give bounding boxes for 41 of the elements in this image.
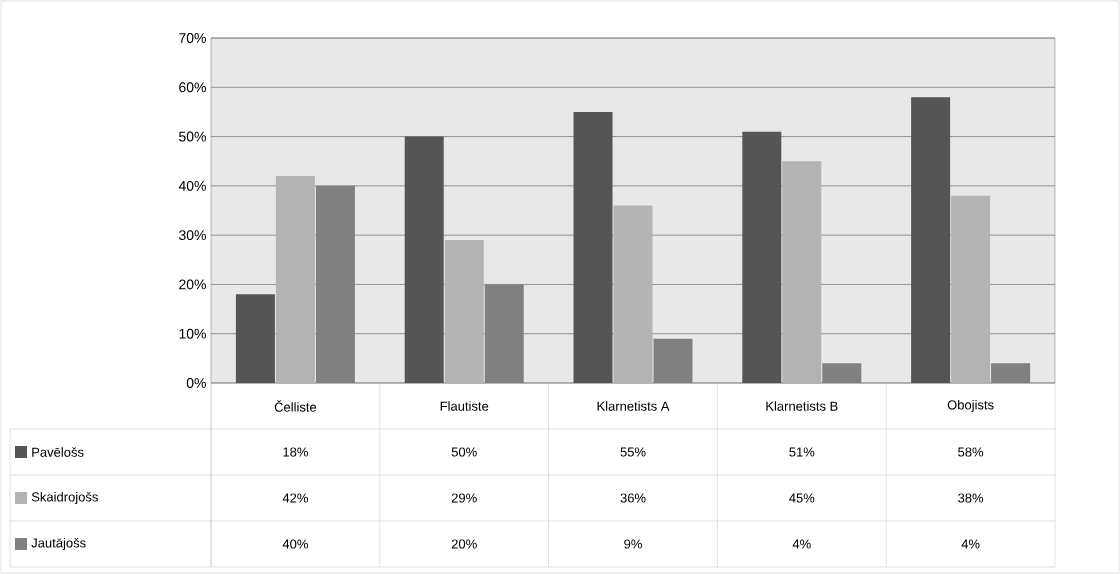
x-tick-label: Klarnetists B	[766, 401, 838, 411]
bar	[951, 195, 991, 383]
x-tick-label: Obojists	[947, 399, 994, 413]
y-tick-label: 60%	[179, 82, 206, 93]
bar	[782, 161, 822, 383]
bar	[653, 338, 693, 383]
data-label: 50%	[451, 447, 477, 457]
y-tick-label: 50%	[179, 131, 206, 142]
x-tick-label: Klarnetists A	[597, 401, 670, 411]
data-label: 4%	[961, 539, 980, 549]
bar	[275, 176, 315, 383]
data-label: 58%	[958, 447, 984, 457]
x-tick-label: Flautiste	[440, 401, 489, 411]
bar	[484, 284, 524, 383]
data-label: 18%	[283, 447, 308, 457]
data-label: 40%	[282, 539, 308, 549]
bar	[613, 205, 653, 383]
data-label: 9%	[624, 539, 642, 549]
data-label: 20%	[451, 539, 477, 549]
data-label: 38%	[958, 493, 984, 503]
y-tick-label: 30%	[178, 230, 206, 241]
data-label: 51%	[789, 447, 815, 457]
data-label: 55%	[620, 447, 646, 457]
y-tick-label: 70%	[179, 33, 206, 43]
x-tick-label: Čelliste	[274, 400, 317, 412]
y-tick-label: 10%	[179, 328, 206, 339]
data-label: 29%	[451, 493, 477, 503]
legend-label: Jautājošs	[31, 537, 86, 551]
data-label: 42%	[282, 493, 308, 503]
data-label: 36%	[620, 493, 646, 503]
y-tick-label: 40%	[178, 180, 206, 191]
data-label: 45%	[789, 493, 815, 503]
y-tick-label: 20%	[179, 279, 206, 290]
bar	[315, 185, 355, 383]
legend-label: Pavēlošs	[32, 447, 84, 457]
y-tick-label: 0%	[186, 378, 206, 388]
bar	[822, 363, 862, 383]
legend-label: Skaidrojošs	[31, 491, 98, 505]
bar	[991, 363, 1031, 383]
data-label: 4%	[792, 539, 811, 549]
bar	[444, 240, 484, 383]
